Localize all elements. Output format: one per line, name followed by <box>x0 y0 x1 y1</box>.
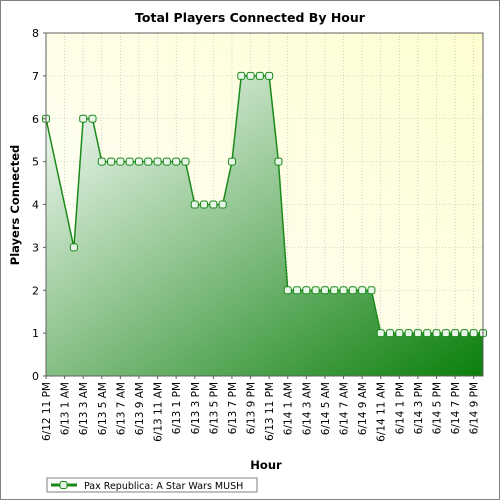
y-tick-label: 0 <box>32 370 39 383</box>
x-tick-label: 6/14 9 AM <box>357 382 369 435</box>
legend: Pax Republica: A Star Wars MUSH <box>46 477 258 493</box>
data-point <box>413 329 422 338</box>
data-point <box>376 329 385 338</box>
data-point <box>469 329 478 338</box>
data-point <box>404 329 413 338</box>
data-point <box>386 329 395 338</box>
data-point <box>69 243 78 252</box>
x-tick-label: 6/13 1 PM <box>171 382 183 434</box>
y-tick-label: 7 <box>32 70 39 83</box>
y-axis-ticks: 0 1 2 3 4 5 6 7 8 <box>32 27 46 383</box>
data-point <box>339 286 348 295</box>
x-tick-label: 6/14 1 PM <box>394 382 406 434</box>
data-point <box>320 286 329 295</box>
y-tick-label: 6 <box>32 113 39 126</box>
y-axis-label: Players Connected <box>8 145 22 265</box>
data-point <box>79 114 88 123</box>
x-tick-label: 6/13 11 AM <box>153 382 165 442</box>
data-point <box>246 71 255 80</box>
x-tick-label: 6/14 9 PM <box>469 382 481 434</box>
x-tick-label: 6/13 7 PM <box>227 382 239 434</box>
data-point <box>330 286 339 295</box>
data-point <box>190 200 199 209</box>
x-tick-label: 6/13 7 AM <box>115 382 127 435</box>
data-point <box>302 286 311 295</box>
x-tick-label: 6/13 5 AM <box>97 382 109 435</box>
y-tick-label: 8 <box>32 27 39 40</box>
data-point <box>144 157 153 166</box>
data-point <box>209 200 218 209</box>
chart-title: Total Players Connected By Hour <box>135 10 366 25</box>
x-axis-ticks: 6/12 11 PM 6/13 1 AM 6/13 3 AM 6/13 5 AM 6/1… <box>41 376 481 442</box>
x-tick-label: 6/13 9 AM <box>134 382 146 435</box>
x-tick-label: 6/13 9 PM <box>246 382 258 434</box>
legend-label-series-1: Pax Republica: A Star Wars MUSH <box>84 481 243 492</box>
data-point <box>200 200 209 209</box>
data-point <box>265 71 274 80</box>
data-point <box>432 329 441 338</box>
series-markers <box>42 71 487 338</box>
data-point <box>460 329 469 338</box>
data-point <box>441 329 450 338</box>
data-point <box>116 157 125 166</box>
x-axis-label: Hour <box>250 458 282 472</box>
data-point <box>181 157 190 166</box>
y-tick-label: 1 <box>32 327 39 340</box>
x-tick-label: 6/13 3 PM <box>190 382 202 434</box>
x-tick-label: 6/13 11 PM <box>264 382 276 441</box>
data-point <box>293 286 302 295</box>
x-tick-label: 6/14 7 AM <box>339 382 351 435</box>
x-tick-label: 6/14 5 AM <box>320 382 332 435</box>
data-point <box>255 71 264 80</box>
series-line <box>45 75 483 334</box>
x-tick-label: 6/14 11 AM <box>376 382 388 442</box>
data-point <box>162 157 171 166</box>
x-tick-label: 6/12 11 PM <box>41 382 53 441</box>
x-tick-label: 6/13 5 PM <box>208 382 220 434</box>
x-tick-label: 6/14 7 PM <box>450 382 462 434</box>
data-point <box>237 71 246 80</box>
legend-box <box>46 477 258 493</box>
data-point <box>451 329 460 338</box>
data-point <box>88 114 97 123</box>
data-point <box>283 286 292 295</box>
data-point <box>311 286 320 295</box>
y-tick-label: 2 <box>32 284 39 297</box>
data-point <box>395 329 404 338</box>
x-tick-label: 6/13 3 AM <box>78 382 90 435</box>
x-tick-label: 6/14 3 AM <box>301 382 313 435</box>
data-point <box>153 157 162 166</box>
x-tick-label: 6/14 3 PM <box>413 382 425 434</box>
data-point <box>423 329 432 338</box>
data-point <box>125 157 134 166</box>
data-point <box>97 157 106 166</box>
data-point <box>348 286 357 295</box>
data-point <box>172 157 181 166</box>
data-point <box>134 157 143 166</box>
series-path <box>45 75 483 334</box>
data-point <box>367 286 376 295</box>
data-point <box>274 157 283 166</box>
legend-swatch-marker <box>59 481 68 489</box>
x-tick-label: 6/13 1 AM <box>60 382 72 435</box>
data-point <box>107 157 116 166</box>
data-point <box>358 286 367 295</box>
data-point <box>227 157 236 166</box>
x-tick-label: 6/14 5 PM <box>432 382 444 434</box>
y-tick-label: 4 <box>32 199 39 212</box>
data-point <box>218 200 227 209</box>
y-tick-label: 3 <box>32 241 39 254</box>
x-tick-label: 6/14 1 AM <box>283 382 295 435</box>
y-tick-label: 5 <box>32 156 39 169</box>
